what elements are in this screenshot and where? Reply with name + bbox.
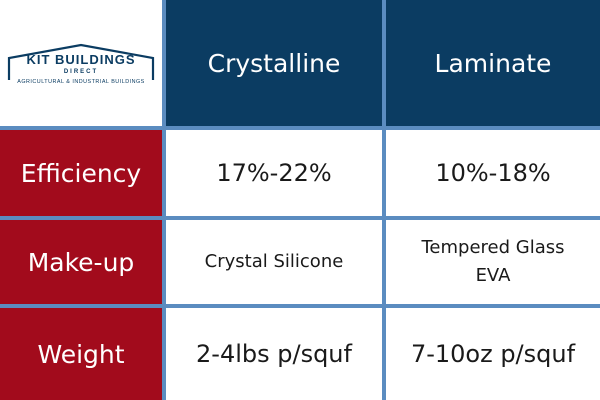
logo-direct: DIRECT [63,68,99,75]
make-up-crystalline: Crystal Silicone [166,220,386,308]
make-up-laminate-line-1: Tempered Glass [421,237,565,258]
make-up-laminate: Tempered Glass EVA [386,220,600,308]
row-header-weight: Weight [0,308,166,400]
column-header-laminate: Laminate [386,0,600,130]
row-header-efficiency: Efficiency [0,130,166,220]
efficiency-crystalline: 17%-22% [166,130,386,220]
column-header-crystalline: Crystalline [166,0,386,130]
weight-crystalline: 2-4lbs p/squf [166,308,386,400]
logo-cell: KIT BUILDINGS DIRECT AGRICULTURAL & INDU… [0,0,166,130]
efficiency-laminate: 10%-18% [386,130,600,220]
make-up-laminate-line-2: EVA [475,265,511,286]
row-header-make-up: Make-up [0,220,166,308]
weight-laminate: 7-10oz p/squf [386,308,600,400]
make-up-crystalline-line-1: Crystal Silicone [204,251,344,272]
kit-buildings-logo: KIT BUILDINGS DIRECT AGRICULTURAL & INDU… [1,42,161,85]
logo-tagline: AGRICULTURAL & INDUSTRIAL BUILDINGS [17,78,145,85]
barn-outline-icon [7,43,155,80]
logo-name: KIT BUILDINGS [26,51,136,67]
